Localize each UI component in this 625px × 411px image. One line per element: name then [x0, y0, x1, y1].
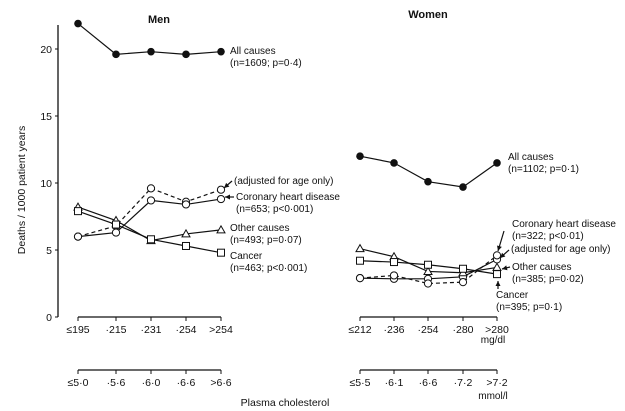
- men-x-tick-label-mgdl: ·231: [140, 324, 161, 336]
- y-tick-label: 15: [40, 111, 52, 123]
- unit-mmol: mmol/l: [478, 391, 507, 402]
- women-cancer-point: [493, 270, 501, 279]
- men-all-causes-point: [182, 50, 190, 59]
- women-all-causes-point: [424, 177, 432, 186]
- women-x-tick-label-mmol: ≤5·5: [350, 377, 371, 389]
- men-all-causes-label: All causes: [230, 46, 276, 57]
- men-x-tick-label-mgdl: ≤195: [66, 324, 89, 336]
- women-coronary-heart-disease-label: Coronary heart disease: [512, 219, 616, 230]
- men-coronary-heart-disease-point: [146, 196, 156, 205]
- women-x-tick-label-mgdl: >280: [485, 324, 509, 336]
- women-adjusted-for-age-only-point: [355, 274, 365, 283]
- men-coronary-heart-disease-point: [216, 194, 226, 204]
- men-other-causes-label: Other causes: [230, 223, 289, 234]
- y-tick-label: 10: [40, 178, 52, 190]
- women-cancer-point: [424, 260, 432, 269]
- women-x-tick-label-mmol: ·6·1: [385, 377, 404, 389]
- men-coronary-heart-disease-point: [111, 228, 121, 237]
- women-all-causes-point: [459, 183, 467, 191]
- y-tick-label: 5: [46, 245, 52, 257]
- men-all-causes-stats: (n=1609; p=0·4): [230, 58, 302, 69]
- men-adjusted-for-age-only-line: [77, 187, 222, 238]
- men-x-tick-label-mgdl: ·254: [175, 324, 196, 336]
- women-cancer-arrowhead: [495, 281, 501, 286]
- women-cancer-point: [459, 264, 467, 273]
- women-other-causes-point: [492, 262, 502, 271]
- women-all-causes-point: [390, 159, 398, 167]
- men-x-tick-label-mmol: ·5·6: [107, 377, 126, 389]
- women-adjusted-for-age-only-point: [458, 278, 468, 287]
- women-other-causes-stats: (n=385; p=0·02): [512, 274, 584, 285]
- men-coronary-heart-disease-stats: (n=653; p<0·001): [236, 204, 313, 215]
- men-adjusted-for-age-only-point: [146, 184, 156, 193]
- men-coronary-heart-disease-point: [73, 232, 83, 241]
- men-x-tick-label-mmol: ·6·6: [177, 377, 196, 389]
- men-all-causes-point: [147, 47, 155, 56]
- women-other-causes-arrowhead: [502, 265, 508, 271]
- women-x-tick-label-mmol: ·7·2: [454, 377, 473, 389]
- women-all-causes-point: [356, 152, 364, 160]
- men-cancer-point: [182, 241, 190, 250]
- men-cancer-point: [147, 235, 155, 244]
- women-x-tick-label-mgdl: ·254: [417, 324, 438, 336]
- men-x-tick-label-mgdl: >254: [209, 324, 233, 336]
- y-tick-label: 20: [40, 44, 52, 56]
- men-all-causes-point: [217, 47, 225, 56]
- women-adjusted-for-age-only-arrowhead: [500, 252, 506, 258]
- men-x-tick-label-mmol: ·6·0: [142, 377, 161, 389]
- women-other-causes-point: [423, 266, 433, 275]
- women-x-tick-label-mgdl: ·236: [383, 324, 404, 336]
- women-x-tick-label-mgdl: ·280: [452, 324, 473, 336]
- women-x-tick-label-mgdl: ≤212: [348, 324, 371, 336]
- y-axis-label: Deaths / 1000 patient years: [16, 126, 28, 254]
- women-adjusted-for-age-only-point: [389, 271, 399, 280]
- women-adjusted-for-age-only-point: [492, 251, 502, 260]
- men-x-tick-label-mmol: >6·6: [210, 377, 231, 389]
- men-adjusted-for-age-only-label: (adjusted for age only): [234, 176, 334, 187]
- men-cancer-point: [74, 207, 82, 216]
- men-other-causes-point: [181, 228, 191, 238]
- men-cancer-point: [112, 220, 120, 229]
- women-all-causes-stats: (n=1102; p=0·1): [508, 164, 579, 175]
- men-panel-title: Men: [148, 14, 170, 26]
- women-adjusted-for-age-only-label: (adjusted for age only): [511, 244, 611, 255]
- women-cancer-point: [356, 256, 364, 265]
- women-cancer-stats: (n=395; p=0·1): [496, 302, 562, 313]
- men-adjusted-for-age-only-point: [216, 185, 226, 194]
- men-other-causes-point: [216, 224, 226, 234]
- women-all-causes-point: [493, 159, 501, 167]
- women-coronary-heart-disease-arrowhead: [497, 245, 502, 251]
- men-cancer-stats: (n=463; p<0·001): [230, 263, 307, 274]
- women-other-causes-label: Other causes: [512, 262, 571, 273]
- men-adjusted-for-age-only-arrowhead: [224, 182, 230, 188]
- women-x-tick-label-mmol: ·6·6: [419, 377, 438, 389]
- women-adjusted-for-age-only-point: [423, 279, 433, 288]
- men-other-causes-stats: (n=493; p=0·07): [230, 235, 302, 246]
- women-adjusted-for-age-only-line: [359, 254, 498, 285]
- men-cancer-label: Cancer: [230, 251, 263, 262]
- men-coronary-heart-disease-label: Coronary heart disease: [236, 192, 340, 203]
- x-axis-label: Plasma cholesterol: [241, 397, 330, 409]
- women-x-tick-label-mmol: >7·2: [486, 377, 507, 389]
- men-coronary-heart-disease-point: [181, 200, 191, 209]
- men-coronary-heart-disease-arrowhead: [225, 194, 230, 200]
- women-all-causes-label: All causes: [508, 152, 554, 163]
- women-other-causes-point: [355, 243, 365, 253]
- y-tick-label: 0: [46, 312, 52, 324]
- men-all-causes-point: [112, 50, 120, 59]
- women-coronary-heart-disease-stats: (n=322; p<0·01): [512, 231, 584, 242]
- women-cancer-point: [390, 258, 398, 267]
- unit-mgdl: mg/dl: [481, 335, 505, 346]
- men-x-tick-label-mgdl: ·215: [105, 324, 126, 336]
- women-cancer-label: Cancer: [496, 290, 529, 301]
- men-x-tick-label-mmol: ≤5·0: [68, 377, 89, 389]
- men-cancer-point: [217, 248, 225, 257]
- men-all-causes-point: [74, 19, 82, 28]
- women-panel-title: Women: [408, 9, 448, 21]
